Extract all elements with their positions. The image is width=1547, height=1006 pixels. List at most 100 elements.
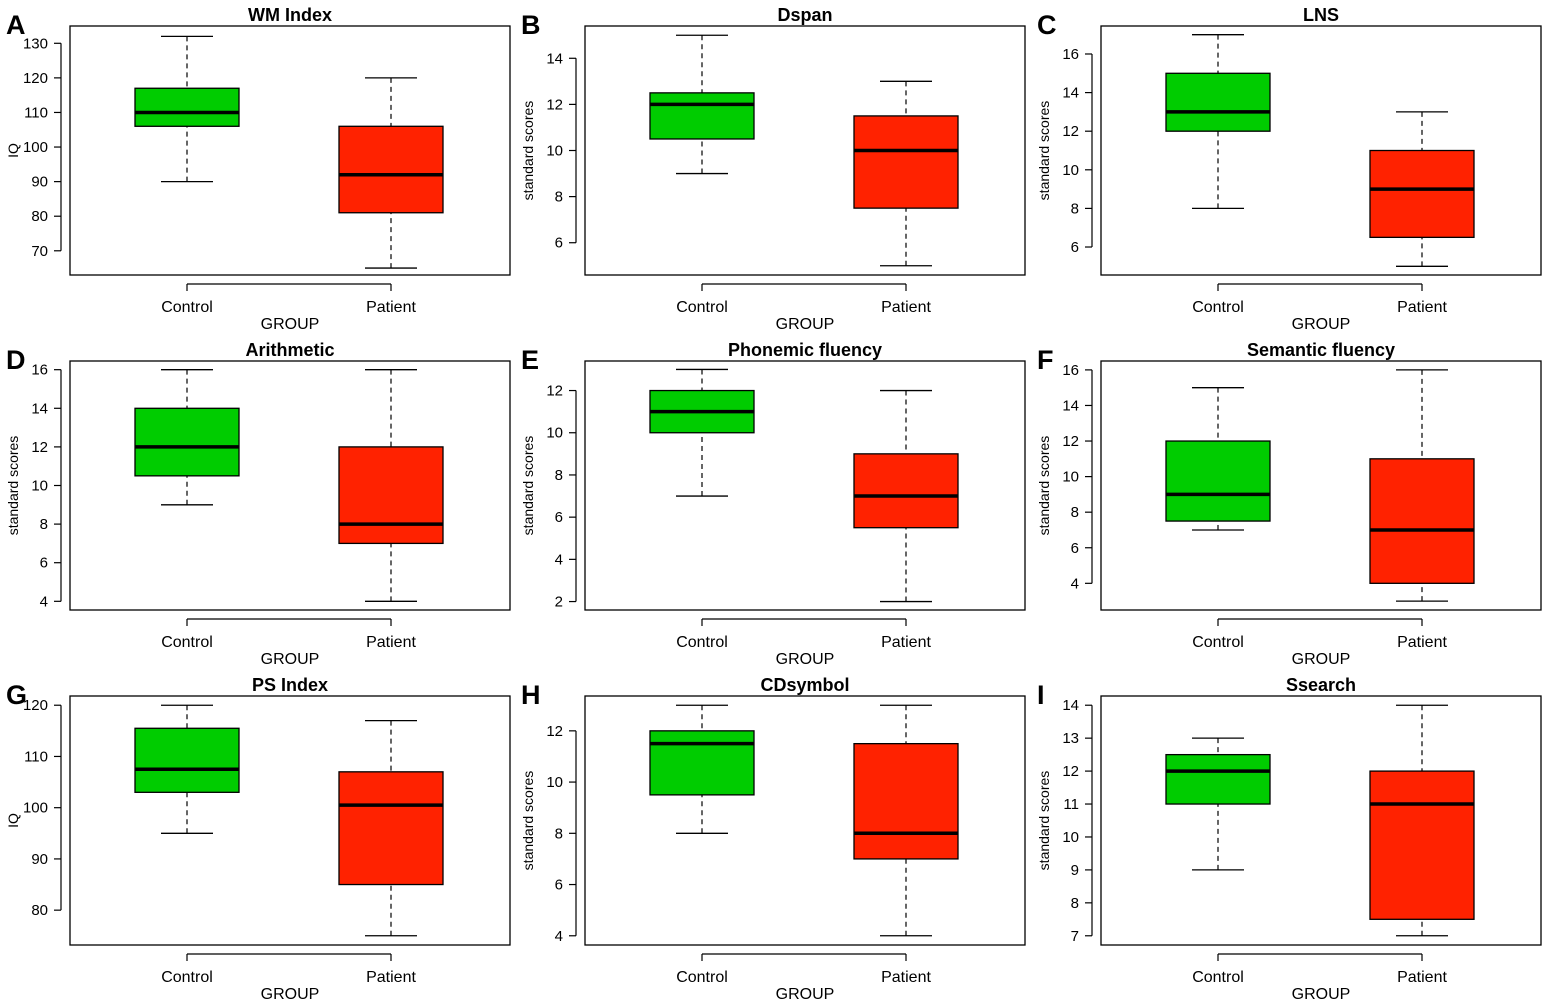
panel-label: H (521, 680, 541, 710)
panel-title: Ssearch (1286, 675, 1356, 695)
x-axis-label: GROUP (776, 316, 835, 333)
y-tick-label: 14 (31, 400, 48, 417)
plot-frame (584, 360, 1026, 611)
y-tick-label: 130 (23, 35, 48, 52)
x-tick-label: Control (1192, 969, 1244, 986)
y-tick-label: 10 (546, 425, 563, 442)
y-tick-label: 12 (546, 96, 563, 113)
y-tick-label: 6 (555, 235, 563, 252)
y-tick-label: 6 (555, 509, 563, 526)
x-tick-label: Control (1192, 299, 1244, 316)
panel-title: Semantic fluency (1247, 340, 1395, 360)
y-tick-label: 10 (1062, 829, 1079, 846)
y-tick-label: 8 (40, 516, 48, 533)
y-axis-label: standard scores (1036, 101, 1052, 201)
y-axis-label: standard scores (1036, 436, 1052, 536)
box-patient (853, 704, 959, 937)
x-tick-label: Patient (366, 969, 416, 986)
y-tick-label: 16 (1062, 46, 1079, 63)
y-tick-label: 6 (555, 877, 563, 894)
x-tick-label: Patient (1397, 299, 1447, 316)
plot-frame (584, 25, 1026, 276)
y-tick-label: 70 (31, 243, 48, 260)
y-tick-label: 90 (31, 174, 48, 191)
panel-title: Arithmetic (245, 340, 334, 360)
y-tick-label: 16 (31, 362, 48, 379)
y-axis-label: IQ (5, 813, 21, 828)
panel-title: Phonemic fluency (728, 340, 882, 360)
y-tick-label: 4 (555, 551, 563, 568)
y-tick-label: 14 (1062, 697, 1079, 714)
y-tick-label: 10 (1062, 469, 1079, 486)
x-tick-label: Patient (881, 634, 931, 651)
panel-label: D (6, 345, 26, 375)
box-patient (853, 80, 959, 267)
box-patient (853, 389, 959, 603)
panel-e: E Phonemic fluency 2 4 6 8 10 12 standard scores… (520, 340, 1026, 668)
box-patient (338, 369, 444, 602)
y-tick-label: 10 (1062, 162, 1079, 179)
y-tick-label: 80 (31, 902, 48, 919)
iqr-box (853, 453, 959, 529)
x-tick-label: Patient (881, 299, 931, 316)
x-tick-label: Control (161, 299, 213, 316)
panel-title: CDsymbol (760, 675, 849, 695)
iqr-box (853, 115, 959, 209)
x-axis-label: GROUP (1292, 651, 1351, 668)
y-tick-label: 10 (31, 478, 48, 495)
y-axis-label: standard scores (520, 436, 536, 536)
y-tick-label: 6 (1071, 540, 1079, 557)
y-tick-label: 13 (1062, 730, 1079, 747)
box-control (649, 34, 755, 175)
y-tick-label: 4 (1071, 575, 1079, 592)
x-axis-label: GROUP (1292, 316, 1351, 333)
y-axis-label: standard scores (1036, 771, 1052, 871)
y-tick-label: 110 (24, 104, 48, 121)
box-control (649, 368, 755, 497)
x-tick-label: Control (676, 969, 728, 986)
panel-b: B Dspan 6 8 10 12 14 standard scores Control Pati… (520, 5, 1026, 333)
plot-frame (69, 25, 511, 276)
y-axis-label: standard scores (520, 101, 536, 201)
iqr-box (134, 87, 240, 127)
box-patient (1369, 111, 1475, 267)
iqr-box (1165, 753, 1271, 805)
x-tick-label: Control (161, 969, 213, 986)
x-tick-label: Patient (366, 634, 416, 651)
iqr-box (649, 92, 755, 140)
y-axis-label: IQ (5, 143, 21, 158)
y-tick-label: 11 (1063, 796, 1079, 813)
box-patient (338, 77, 444, 269)
y-tick-label: 14 (1062, 85, 1079, 102)
box-control (1165, 34, 1271, 210)
y-tick-label: 7 (1071, 928, 1079, 945)
panel-title: PS Index (252, 675, 328, 695)
panel-label: A (6, 10, 26, 40)
iqr-box (338, 446, 444, 545)
plot-frame (1100, 25, 1542, 276)
panel-c: C LNS 6 8 10 12 14 16 standard scores Control Pati… (1036, 5, 1542, 333)
box-patient (1369, 369, 1475, 602)
x-axis-label: GROUP (261, 986, 320, 1003)
panel-label: E (521, 345, 539, 375)
y-tick-label: 110 (24, 748, 48, 765)
box-patient (338, 719, 444, 937)
x-axis-label: GROUP (261, 651, 320, 668)
plot-frame (69, 360, 511, 611)
plot-frame (1100, 360, 1542, 611)
panel-label: G (6, 680, 27, 710)
x-tick-label: Patient (881, 969, 931, 986)
iqr-box (1165, 72, 1271, 132)
y-tick-label: 100 (23, 139, 48, 156)
y-tick-label: 8 (1071, 200, 1079, 217)
y-tick-label: 8 (1071, 504, 1079, 521)
y-tick-label: 16 (1062, 362, 1079, 379)
y-tick-label: 6 (40, 555, 48, 572)
iqr-box (1165, 440, 1271, 522)
y-tick-label: 12 (1062, 763, 1079, 780)
y-tick-label: 4 (555, 928, 563, 945)
panel-label: I (1037, 680, 1045, 710)
y-tick-label: 10 (546, 774, 563, 791)
x-tick-label: Control (1192, 634, 1244, 651)
